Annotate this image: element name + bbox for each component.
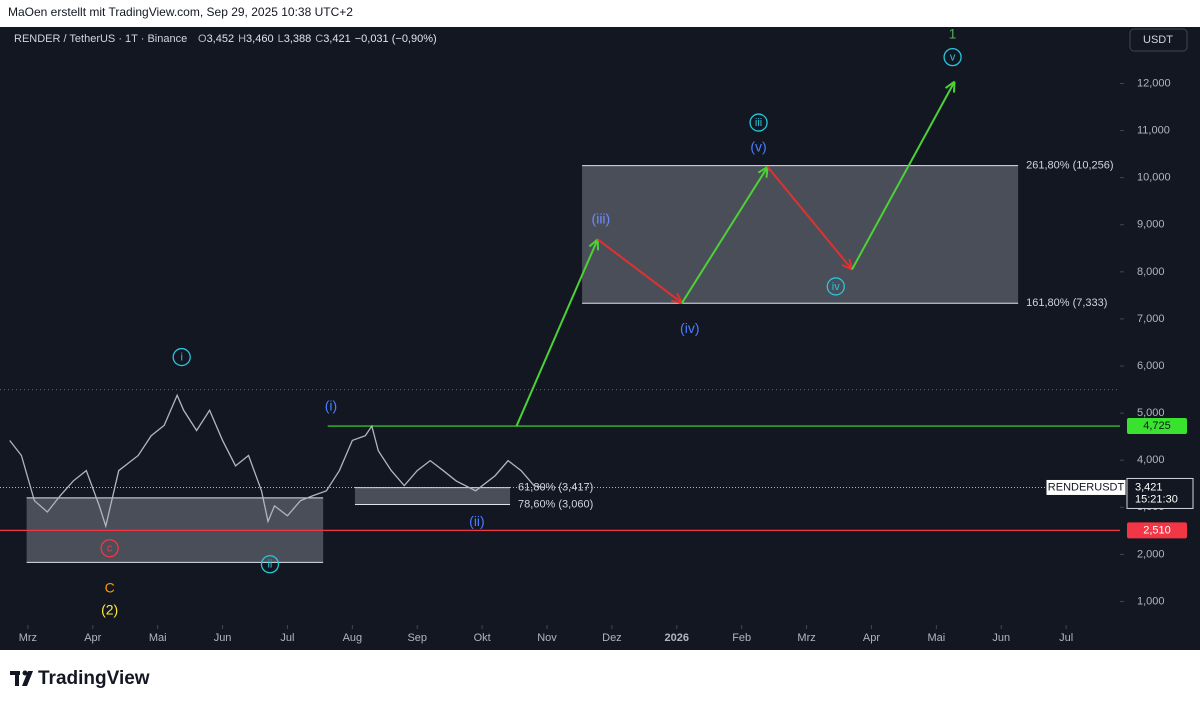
y-tick-label: 2,000 [1137,548,1165,560]
wave-circle [260,555,280,574]
y-tick-label: 1,000 [1137,595,1165,607]
y-tick-label: 7,000 [1137,313,1165,325]
ohlc-value: 3,388 [284,33,312,45]
arrow-head [671,292,683,304]
chart-background [0,27,1200,650]
zone [354,487,511,505]
zone-label: 261,80% (10,256) [1026,160,1113,172]
level-label: 4,725 [1143,420,1171,432]
x-tick-label: Sep [407,632,427,644]
wave-label: c [107,543,113,555]
currency[interactable]: USDT [1143,34,1173,46]
ohlc-label: O [198,33,207,45]
projection-segment [766,166,853,271]
wave-circle [749,113,768,132]
wave-label: (ii) [469,513,485,529]
footer [0,650,1200,705]
ohlc-value: 3,421 [323,33,351,45]
last-badge [1126,477,1194,509]
x-tick-label: Aug [343,632,363,644]
projection-segment [515,238,599,427]
wave-circle [172,347,191,367]
projection-segment [851,81,956,270]
last-label: 3,421 [1135,481,1163,493]
price-line [9,393,544,529]
x-tick-label: Jul [1059,632,1073,644]
y-tick-label: 12,000 [1137,77,1171,89]
x-tick-label: Jul [280,632,294,644]
wave-label: (iv) [680,320,699,336]
wave-circle [100,539,119,558]
zone-label: 161,80% (7,333) [1026,297,1107,309]
arrow-head [757,165,769,178]
wave-label: v [950,52,956,64]
y-tick-label: 11,000 [1137,124,1170,136]
wave-label: C [105,579,115,595]
ohlc-label: C [315,33,323,45]
currency-button[interactable] [1129,28,1188,52]
wave-circle [826,277,845,296]
projection-segment [681,166,769,304]
wave-label: (i) [325,398,337,414]
countdown: 15:21:30 [1135,493,1178,505]
y-tick-label: 10,000 [1137,172,1171,184]
logo-text: TradingView [38,668,150,689]
y-tick-label: 5,000 [1137,407,1165,419]
logo-mark [10,670,33,686]
wave-label: iv [832,281,840,293]
wave-label: 1 [949,25,957,41]
y-tick-label: 6,000 [1137,360,1165,372]
x-tick-label: Okt [474,632,491,644]
top-bar [0,0,1200,27]
x-tick-label: Dez [602,632,622,644]
y-tick-label: 9,000 [1137,219,1165,231]
x-tick-label: Mrz [797,632,815,644]
arrow-head [588,238,600,251]
y-tick-label: 4,000 [1137,454,1165,466]
x-tick-label: Apr [863,632,880,644]
wave-label: i [180,351,182,363]
last-name-badge [1045,478,1127,496]
x-tick-label: Mai [149,632,167,644]
projection-segment [597,238,683,304]
zone-label: 78,60% (3,060) [518,498,593,510]
ohlc-value: 3,460 [246,33,274,45]
symbol: RENDER / TetherUS · 1T · Binance [14,33,187,45]
wave-label: (v) [750,138,766,154]
y-tick-label: 8,000 [1137,266,1165,278]
x-tick-label: Feb [732,632,751,644]
level-label: 2,510 [1143,524,1171,536]
wave-circle [943,47,962,67]
wave-label: iii [755,117,762,129]
credit: MaOen erstellt mit TradingView.com, Sep … [8,5,353,19]
ohlc-label: H [238,33,246,45]
x-tick-label: Mai [927,632,945,644]
x-tick-label: Jun [992,632,1010,644]
x-tick-label: Jun [214,632,232,644]
arrow-head [945,80,956,93]
ohlc-label: L [278,33,284,45]
last-name: RENDERUSDT [1048,481,1125,493]
x-tick-label: 2026 [665,632,689,644]
level-badge [1127,418,1187,435]
x-tick-label: Nov [537,632,557,644]
arrow-head [841,258,853,271]
ohlc-value: −0,031 (−0,90%) [355,33,437,45]
level-badge [1127,522,1187,539]
wave-label: (2) [101,602,118,618]
wave-label: ii [267,559,272,571]
ohlc-value: 3,452 [207,33,235,45]
x-tick-label: Mrz [19,632,37,644]
x-tick-label: Apr [84,632,101,644]
wave-label: (iii) [592,210,611,226]
zone [582,165,1019,304]
